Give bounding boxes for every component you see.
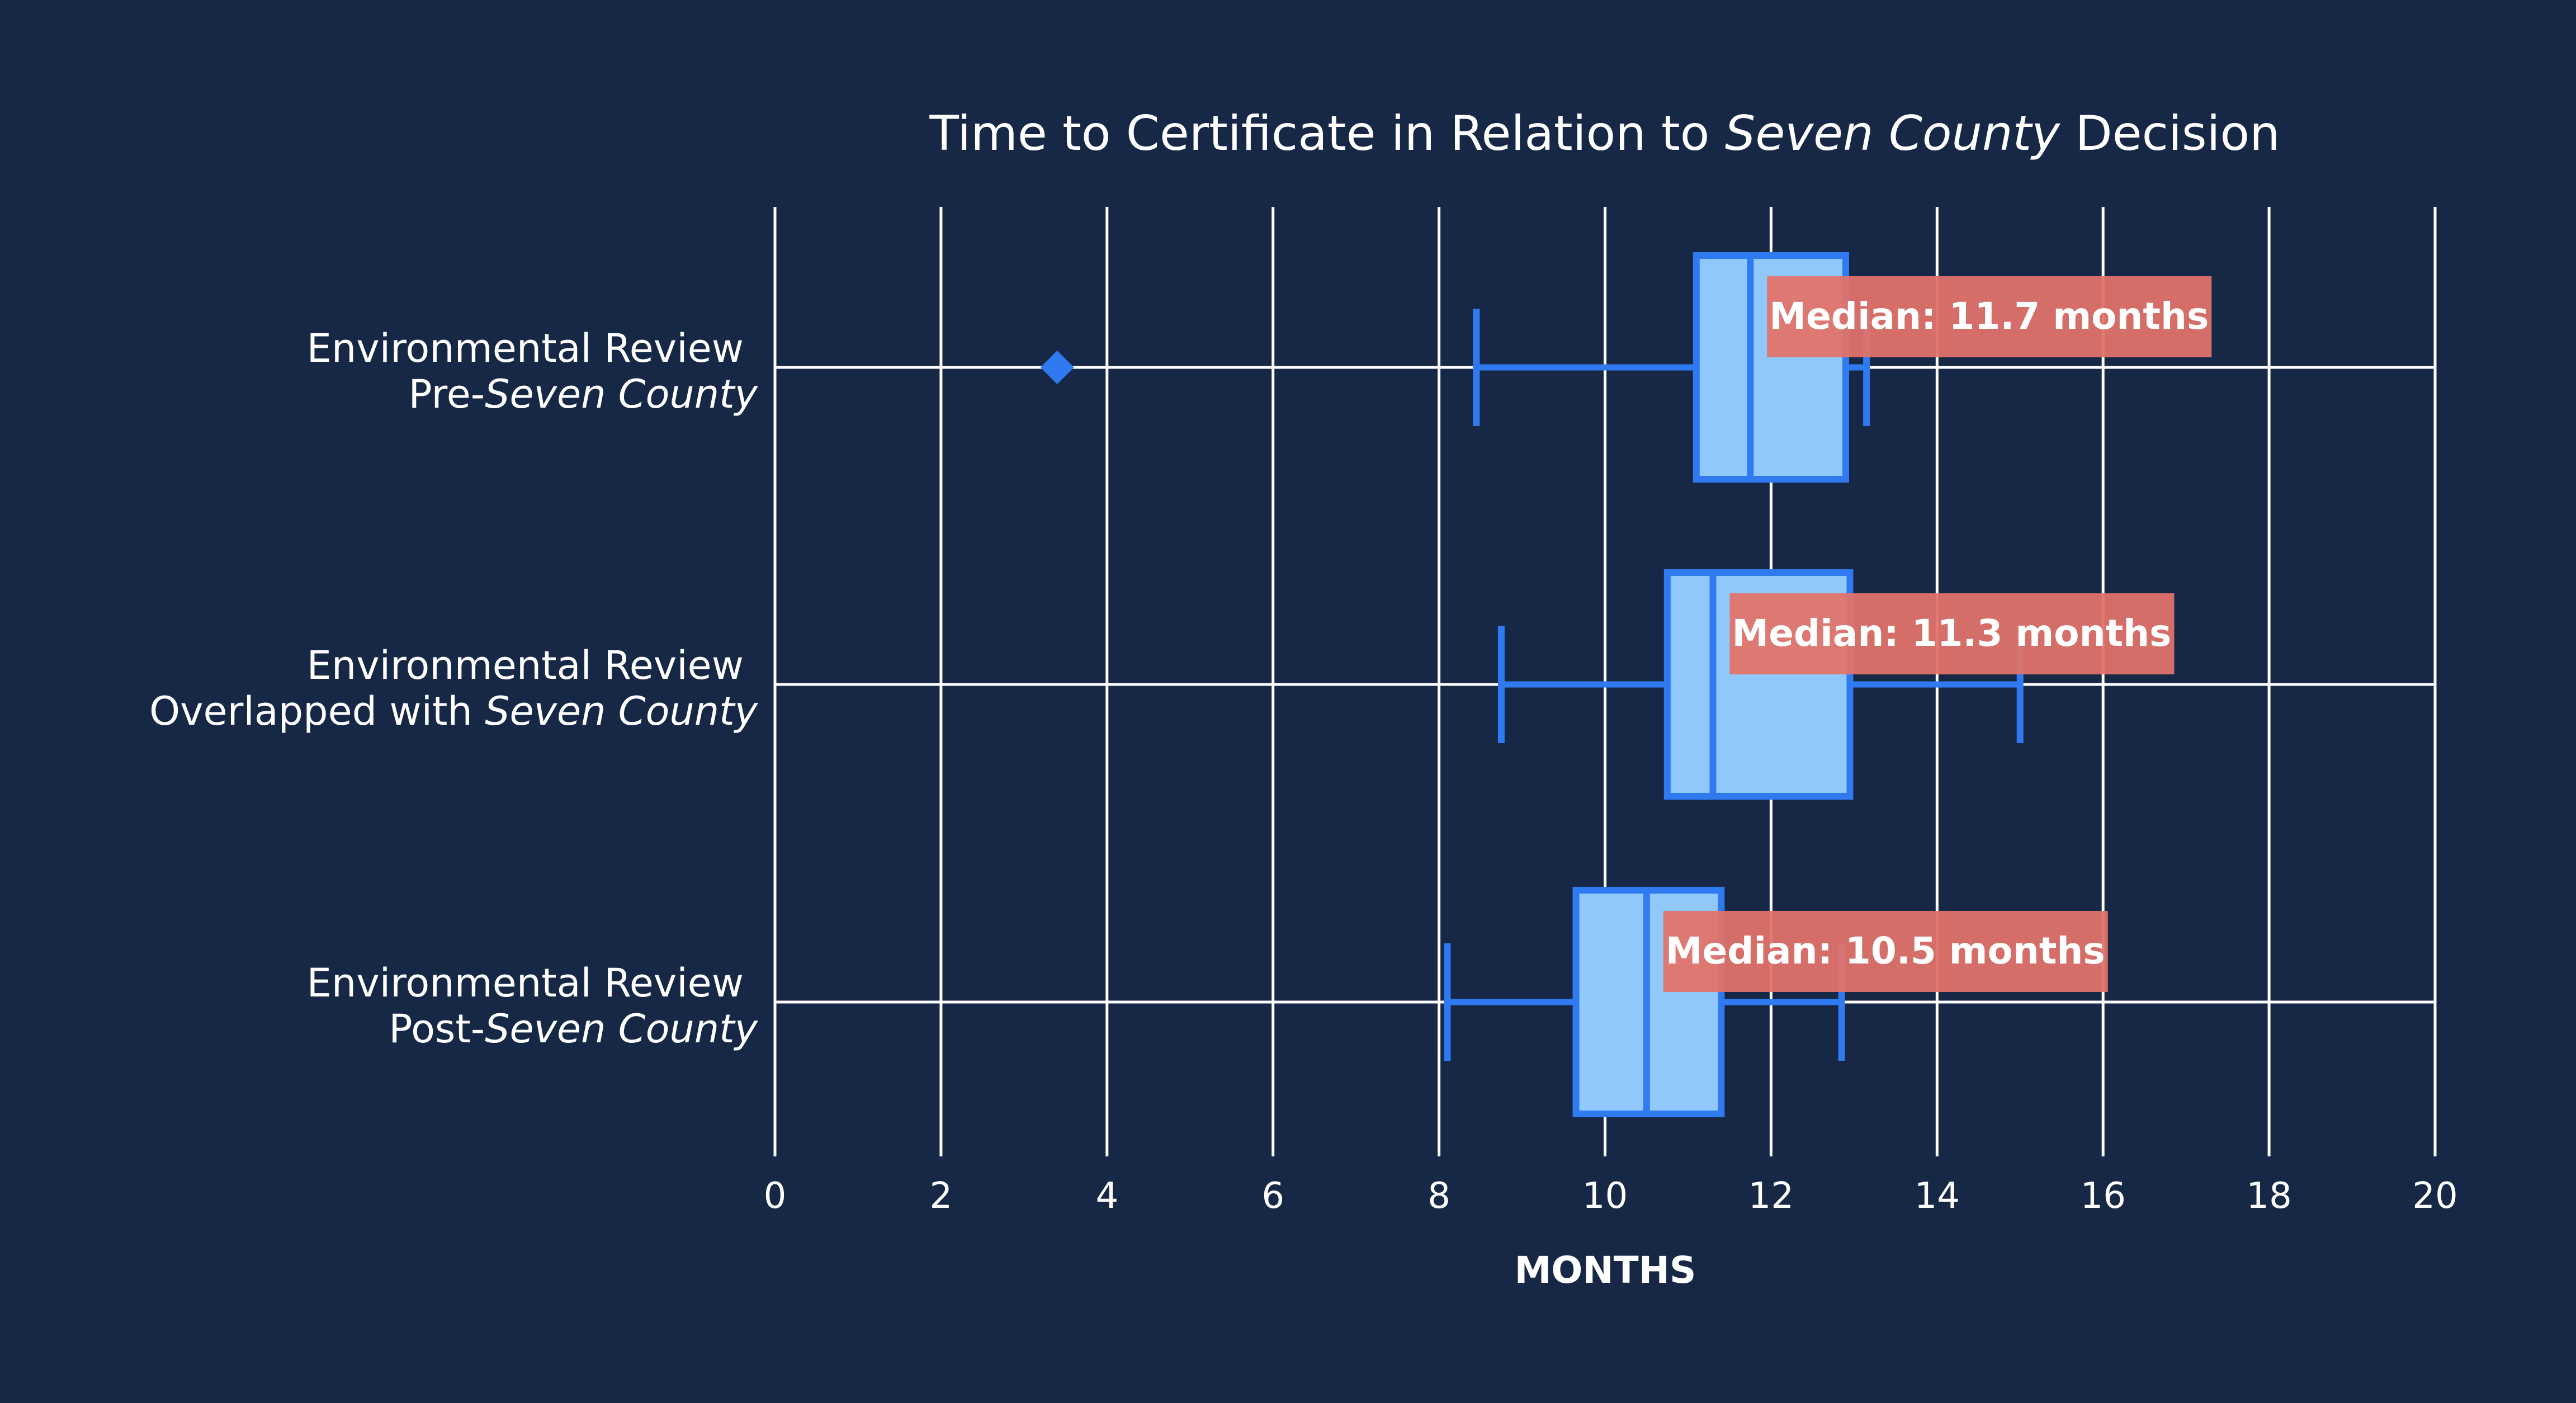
category-label-line1: Environmental Review xyxy=(307,325,744,371)
box-row: Median: 11.7 months Environmental ReviewP… xyxy=(307,252,2435,483)
x-tick-label: 20 xyxy=(2412,1175,2457,1217)
category-label-italic: Seven County xyxy=(485,688,758,734)
chart-title: Time to Certificate in Relation to Seven… xyxy=(929,106,2280,162)
median-label: Median: 11.7 months xyxy=(1769,295,2209,338)
median-label: Median: 11.3 months xyxy=(1732,612,2172,655)
x-tick-label: 12 xyxy=(1748,1175,1794,1217)
x-tick-label: 16 xyxy=(2080,1175,2125,1217)
x-tick-label: 10 xyxy=(1582,1175,1628,1217)
x-tick-label: 2 xyxy=(930,1175,953,1217)
x-tick-label: 8 xyxy=(1428,1175,1450,1217)
box-row: Median: 11.3 months Environmental ReviewO… xyxy=(149,569,2435,800)
category-label-prefix: Post- xyxy=(389,1006,485,1052)
category-label-italic: Seven County xyxy=(485,1006,758,1052)
median-label: Median: 10.5 months xyxy=(1666,929,2105,972)
x-tick-label: 4 xyxy=(1095,1175,1118,1217)
chart-title-italic: Seven County xyxy=(1725,106,2061,162)
x-tick-label: 6 xyxy=(1261,1175,1284,1217)
median-label-box xyxy=(1663,911,2108,992)
category-label-italic: Seven County xyxy=(485,371,758,417)
category-label-line2: Post-Seven County xyxy=(389,1006,758,1052)
category-label-prefix: Pre- xyxy=(409,371,485,417)
x-tick-label: 0 xyxy=(764,1175,787,1217)
chart-title-part-2: Decision xyxy=(2060,106,2280,162)
category-label-prefix: Overlapped with xyxy=(149,688,485,734)
category-label-line2: Pre-Seven County xyxy=(409,371,759,417)
category-label-line1: Environmental Review xyxy=(307,960,744,1006)
median-label-box xyxy=(1767,276,2212,357)
box-row: Median: 10.5 months Environmental ReviewP… xyxy=(307,887,2435,1117)
category-label-line1: Environmental Review xyxy=(307,643,744,688)
x-axis-label: MONTHS xyxy=(1515,1249,1696,1292)
x-axis-ticks: 0 2 4 6 8 10 12 14 16 18 20 xyxy=(764,1175,2458,1217)
median-label-box xyxy=(1729,593,2175,674)
x-tick-label: 14 xyxy=(1915,1175,1960,1217)
chart-title-part-1: Time to Certificate in Relation to xyxy=(929,106,1724,162)
category-label-line2: Overlapped with Seven County xyxy=(149,688,759,734)
outlier-point xyxy=(1040,351,1074,384)
x-tick-label: 18 xyxy=(2246,1175,2291,1217)
